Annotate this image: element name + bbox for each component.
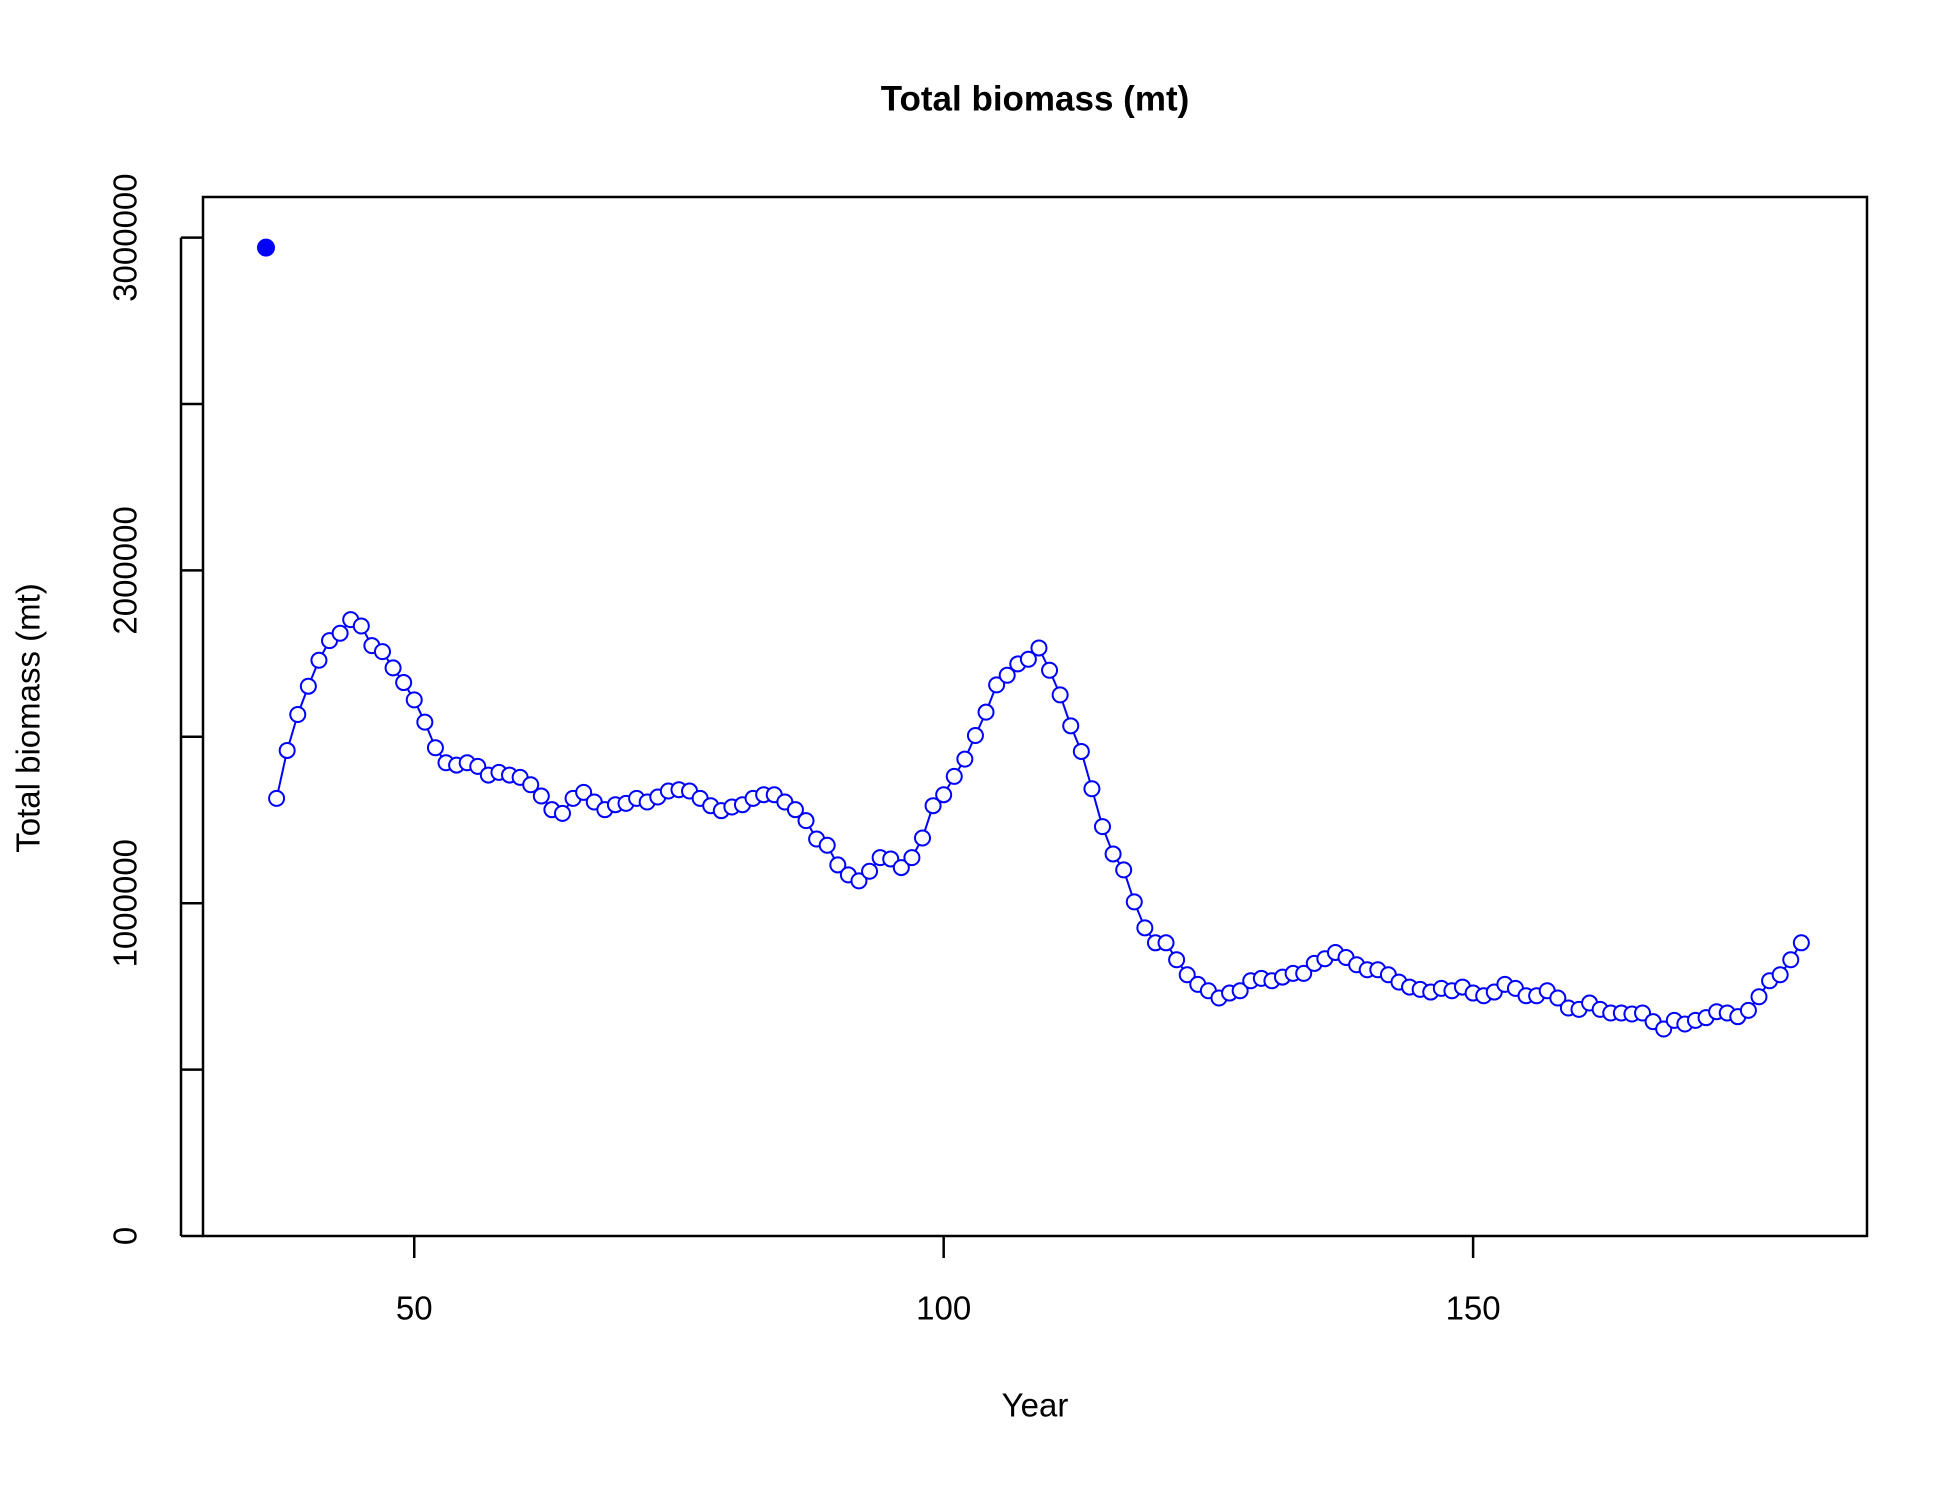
data-point [1750, 988, 1768, 1006]
data-point [1782, 951, 1800, 969]
data-point [532, 787, 550, 805]
data-point [924, 797, 942, 815]
data-point [1295, 964, 1313, 982]
data-point [1231, 982, 1249, 1000]
y-axis-label: Total biomass (mt) [10, 583, 47, 853]
data-point [786, 801, 804, 819]
data-point [522, 776, 540, 794]
data-point [352, 617, 370, 635]
data-point [268, 789, 286, 807]
data-point [373, 643, 391, 661]
y-tick-label: 2000000 [107, 506, 144, 634]
data-point [1157, 934, 1175, 952]
data-point [1178, 966, 1196, 984]
data-point [1083, 780, 1101, 798]
x-axis-label: Year [1002, 1387, 1069, 1424]
data-point [797, 812, 815, 830]
data-point [1072, 742, 1090, 760]
data-point [966, 726, 984, 744]
data-point [998, 666, 1016, 684]
plot-frame [201, 195, 1869, 1238]
data-point [257, 238, 276, 257]
data-point [1019, 650, 1037, 668]
series-line [275, 618, 1803, 1031]
data-point [977, 703, 995, 721]
x-tick-label: 150 [1446, 1290, 1501, 1327]
data-point [405, 691, 423, 709]
data-point [1739, 1001, 1757, 1019]
data-point [1771, 966, 1789, 984]
data-point [1125, 893, 1143, 911]
data-point [818, 836, 836, 854]
data-point [1792, 934, 1810, 952]
data-point [289, 706, 307, 724]
data-point [278, 741, 296, 759]
data-point [1549, 989, 1567, 1007]
data-point [988, 676, 1006, 694]
data-point [1051, 686, 1069, 704]
data-point [1062, 717, 1080, 735]
chart-title: Total biomass (mt) [881, 79, 1190, 118]
data-point [913, 829, 931, 847]
data-point [903, 849, 921, 867]
y-tick-label: 0 [107, 1227, 144, 1245]
data-point [861, 862, 879, 880]
y-tick-label: 1000000 [107, 839, 144, 967]
data-point [384, 659, 402, 677]
data-point [1136, 919, 1154, 937]
data-point [553, 804, 571, 822]
data-point [850, 872, 868, 890]
y-tick-label: 3000000 [107, 173, 144, 301]
data-point [935, 786, 953, 804]
data-point [956, 750, 974, 768]
data-point [892, 859, 910, 877]
x-tick-label: 50 [396, 1290, 433, 1327]
data-point [310, 651, 328, 669]
data-point [575, 783, 593, 801]
data-point [1168, 951, 1186, 969]
data-point [1030, 639, 1048, 657]
data-point [1094, 818, 1112, 836]
data-point [829, 856, 847, 874]
data-point [395, 674, 413, 692]
x-tick-label: 100 [916, 1290, 971, 1327]
data-point [1115, 861, 1133, 879]
data-point [1104, 845, 1122, 863]
data-point [331, 624, 349, 642]
data-point [416, 713, 434, 731]
data-point [426, 739, 444, 757]
data-point [299, 677, 317, 695]
data-point [1041, 661, 1059, 679]
data-point [945, 767, 963, 785]
